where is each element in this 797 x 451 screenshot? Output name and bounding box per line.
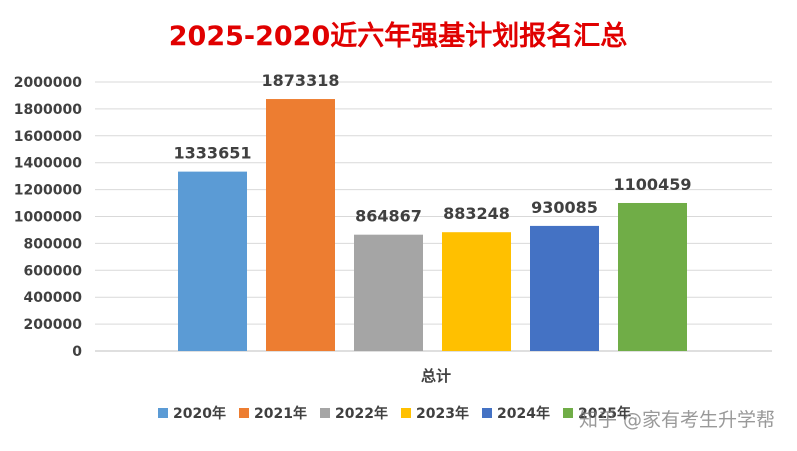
data-label: 1100459 <box>614 175 692 194</box>
y-tick-label: 2000000 <box>14 75 82 91</box>
legend-swatch <box>158 408 168 418</box>
bar-2023年 <box>442 232 511 351</box>
category-label: 总计 <box>421 367 451 385</box>
legend-swatch <box>239 408 249 418</box>
data-label: 883248 <box>443 204 510 223</box>
legend-swatch <box>482 408 492 418</box>
legend: 2020年 2021年 2022年 2023年 2024年 2025年 <box>158 405 631 422</box>
y-tick-label: 600000 <box>24 263 83 279</box>
bar-2024年 <box>530 225 599 351</box>
y-tick-label: 800000 <box>24 236 83 252</box>
legend-swatch <box>401 408 411 418</box>
chart-title: 2025-2020近六年强基计划报名汇总 <box>169 20 628 52</box>
bars <box>178 99 687 351</box>
y-tick-label: 0 <box>72 344 82 360</box>
watermark-text: 知乎 @家有考生升学帮 <box>579 409 775 431</box>
legend-label: 2024年 <box>497 405 550 422</box>
bar-2022年 <box>354 234 423 351</box>
data-labels: 1333651 1873318 864867 883248 930085 1100459 <box>174 71 692 226</box>
data-label: 1873318 <box>262 71 340 90</box>
y-tick-label: 1000000 <box>14 210 82 226</box>
y-tick-label: 1800000 <box>14 102 82 118</box>
legend-label: 2021年 <box>254 405 307 422</box>
legend-label: 2020年 <box>173 405 226 422</box>
legend-label: 2023年 <box>416 405 469 422</box>
data-label: 930085 <box>531 198 598 217</box>
bar-2025年 <box>618 202 687 351</box>
data-label: 864867 <box>355 207 422 226</box>
legend-label: 2022年 <box>335 405 388 422</box>
y-axis-ticks: 0 200000 400000 600000 800000 1000000 1200000 1… <box>14 75 82 360</box>
bar-2021年 <box>266 99 335 351</box>
legend-swatch <box>563 408 573 418</box>
data-label: 1333651 <box>174 144 252 163</box>
legend-swatch <box>320 408 330 418</box>
y-tick-label: 1400000 <box>14 156 82 172</box>
y-tick-label: 1600000 <box>14 129 82 145</box>
legend-label: 2025年 <box>578 405 631 422</box>
bar-2020年 <box>178 171 247 351</box>
y-tick-label: 400000 <box>24 290 83 306</box>
y-tick-label: 200000 <box>24 317 83 333</box>
y-tick-label: 1200000 <box>14 183 82 199</box>
